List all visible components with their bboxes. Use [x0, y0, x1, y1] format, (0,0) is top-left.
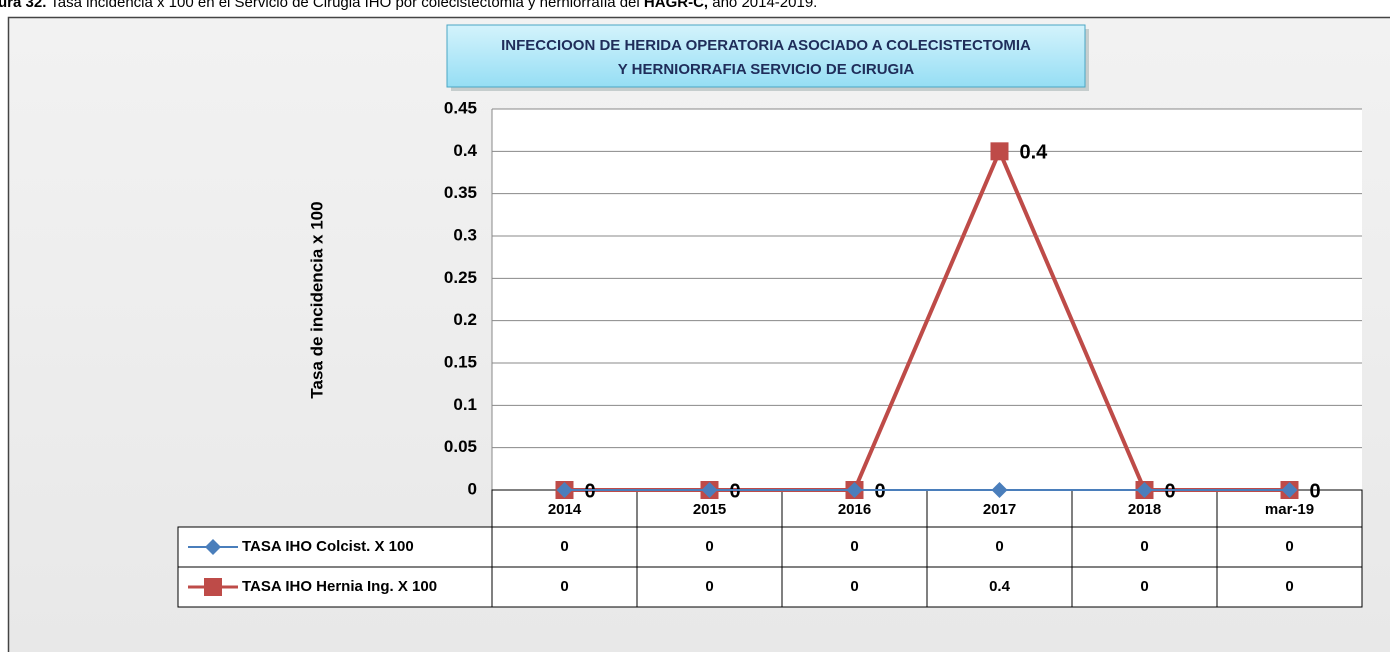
plot-area	[492, 109, 1362, 490]
chart-title: Y HERNIORRAFIA SERVICIO DE CIRUGIA	[618, 61, 915, 78]
x-tick-label: 2014	[548, 501, 582, 518]
table-value: 0	[705, 578, 713, 595]
legend-label: TASA IHO Hernia Ing. X 100	[242, 578, 437, 595]
data-label: 0.4	[1020, 142, 1049, 164]
marker	[556, 482, 573, 498]
data-label: 0	[1310, 480, 1321, 502]
y-tick-label: 0.25	[444, 268, 477, 287]
data-label: 0	[1165, 480, 1176, 502]
y-tick-label: 0.3	[453, 225, 477, 244]
x-tick-label: mar-19	[1265, 501, 1314, 518]
table-value: 0	[1285, 538, 1293, 555]
y-tick-label: 0.05	[444, 437, 477, 456]
table-value: 0	[1285, 578, 1293, 595]
y-tick-label: 0.1	[453, 395, 477, 414]
marker	[701, 482, 718, 498]
table-value: 0	[560, 538, 568, 555]
marker	[1136, 482, 1153, 498]
table-value: 0	[1140, 538, 1148, 555]
chart-title: INFECCIOON DE HERIDA OPERATORIA ASOCIADO…	[501, 37, 1031, 54]
table-value: 0	[705, 538, 713, 555]
y-tick-label: 0.35	[444, 183, 477, 202]
marker	[205, 539, 221, 555]
caption: ura 32. Tasa incidencia x 100 en el Serv…	[0, 0, 817, 11]
table-value: 0	[850, 578, 858, 595]
y-axis-label: Tasa de incidencia x 100	[307, 201, 326, 398]
y-tick-label: 0.4	[453, 141, 477, 160]
table-value: 0	[560, 578, 568, 595]
data-label: 0	[585, 480, 596, 502]
data-label: 0	[730, 480, 741, 502]
legend-label: TASA IHO Colcist. X 100	[242, 538, 414, 555]
marker	[1281, 482, 1298, 498]
y-tick-label: 0.15	[444, 352, 477, 371]
x-tick-label: 2015	[693, 501, 726, 518]
data-label: 0	[875, 480, 886, 502]
y-tick-label: 0.2	[453, 310, 477, 329]
marker	[991, 482, 1008, 498]
caption-part: HAGR-C,	[644, 0, 708, 11]
caption-part: año 2014-2019.	[708, 0, 817, 11]
table-value: 0	[995, 538, 1003, 555]
table-value: 0	[850, 538, 858, 555]
marker	[204, 578, 222, 596]
caption-part: Tasa incidencia x 100 en el Servicio de …	[46, 0, 644, 11]
marker	[846, 482, 863, 498]
table-value: 0	[1140, 578, 1148, 595]
x-tick-label: 2018	[1128, 501, 1161, 518]
x-tick-label: 2017	[983, 501, 1016, 518]
title-box	[446, 24, 1086, 88]
table-value: 0.4	[989, 578, 1011, 595]
y-tick-label: 0	[468, 479, 477, 498]
marker	[990, 142, 1009, 161]
caption-part: ura 32.	[0, 0, 46, 11]
y-tick-label: 0.45	[444, 98, 477, 117]
x-tick-label: 2016	[838, 501, 871, 518]
